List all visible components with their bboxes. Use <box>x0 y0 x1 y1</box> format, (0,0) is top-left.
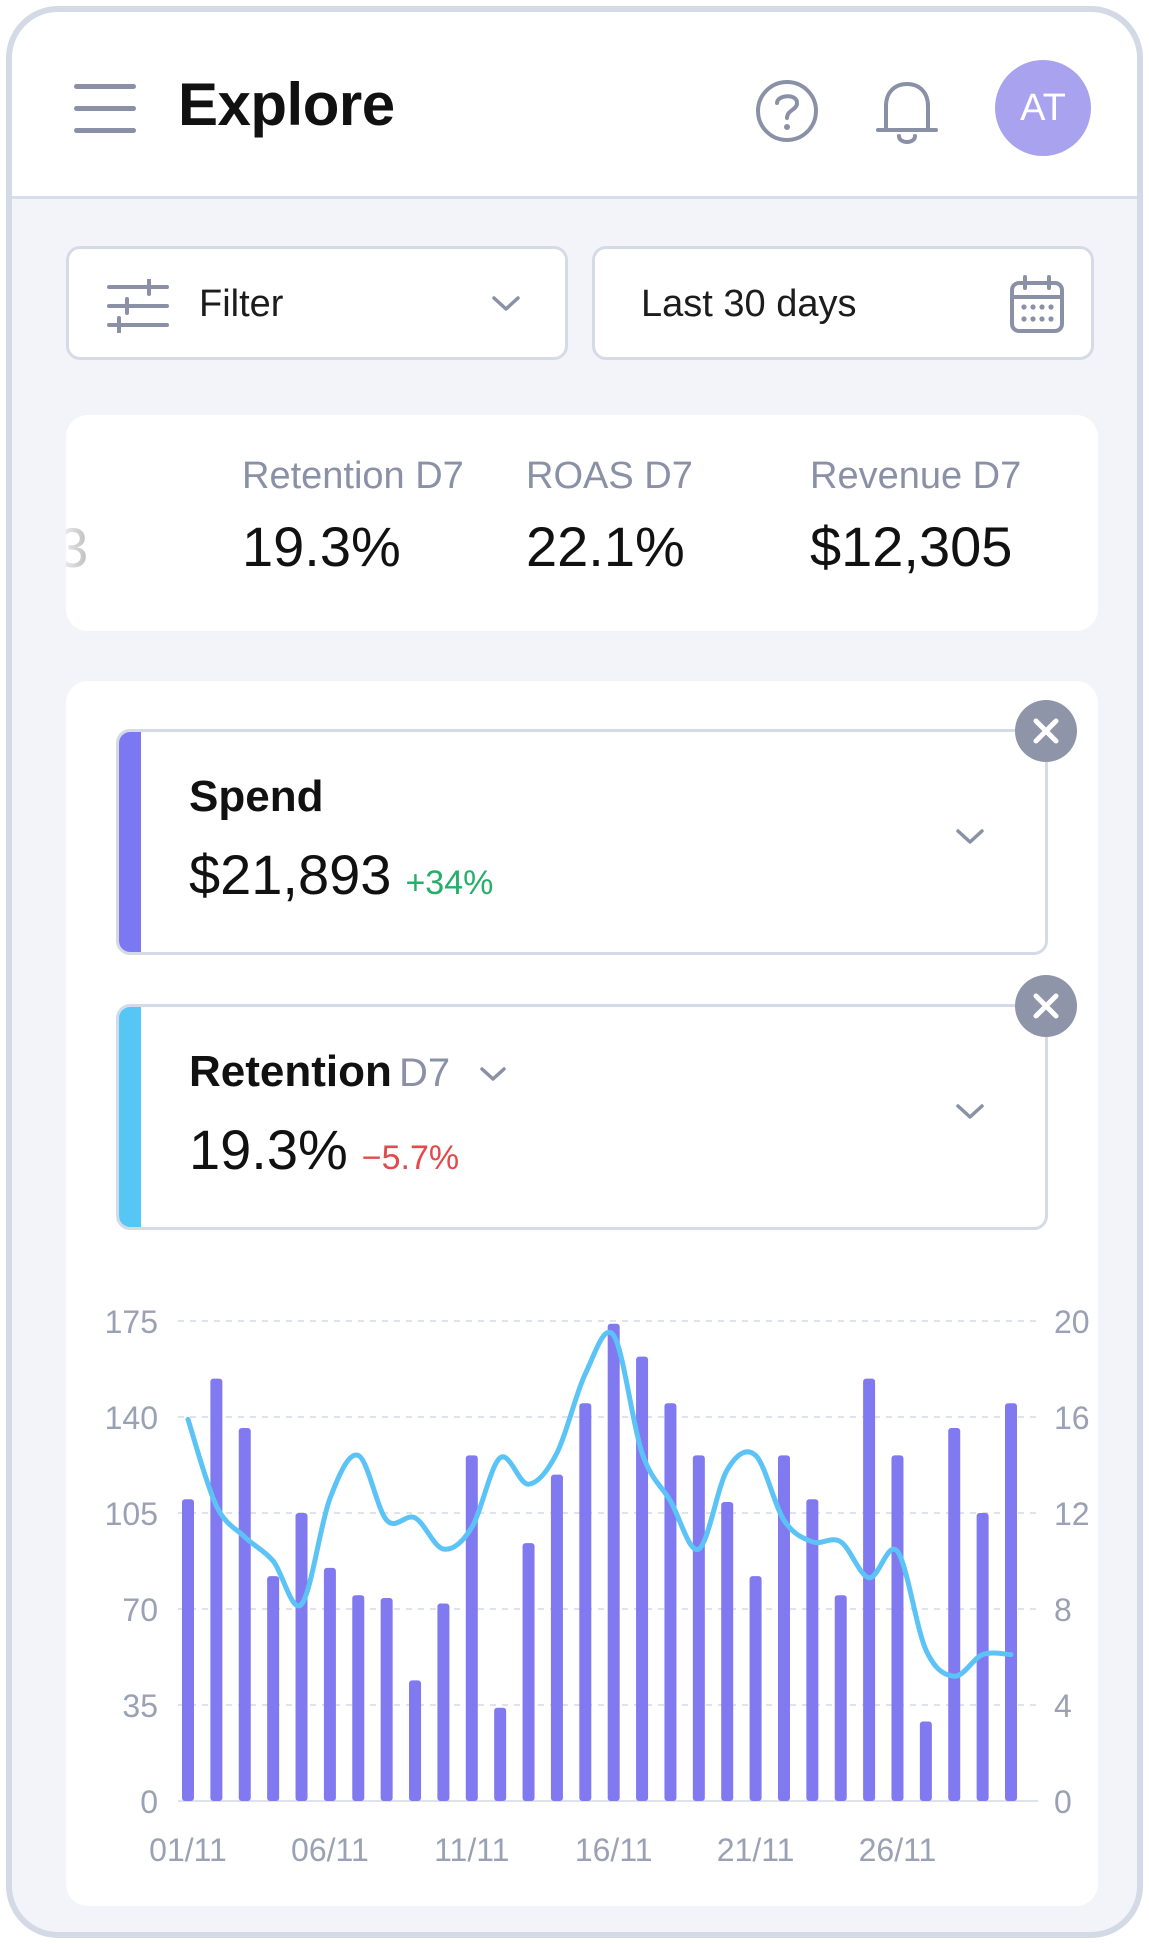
bar <box>522 1543 535 1801</box>
remove-spend-button[interactable] <box>1015 700 1077 762</box>
retention-metric-card[interactable]: Retention D7 19.3% −5.7% <box>116 1004 1048 1230</box>
y-left-tick-label: 105 <box>105 1496 158 1532</box>
top-bar: Explore AT <box>12 12 1137 199</box>
bar <box>550 1474 563 1801</box>
menu-icon[interactable] <box>74 84 136 134</box>
spend-retention-chart: 0 35 70 105 140 175 0 4 8 12 16 20 01/11 06/11 11/11 16… <box>105 1304 1090 1868</box>
remove-retention-button[interactable] <box>1015 975 1077 1037</box>
y-left-tick-label: 0 <box>140 1784 158 1820</box>
metric-card-value: $21,893 +34% <box>189 842 493 907</box>
chart-card: Spend $21,893 +34% Retention D7 19.3% −5.7… <box>66 681 1098 1906</box>
metric-card-change: +34% <box>405 864 494 902</box>
bar <box>749 1576 762 1801</box>
bar <box>494 1707 507 1801</box>
spend-metric-card[interactable]: Spend $21,893 +34% <box>116 729 1048 955</box>
x-tick-label: 21/11 <box>717 1832 795 1868</box>
bar <box>806 1499 819 1801</box>
bar <box>1005 1403 1017 1801</box>
x-tick-label: 11/11 <box>434 1832 509 1868</box>
page-title: Explore <box>178 71 395 138</box>
date-range-picker[interactable]: Last 30 days <box>592 246 1094 360</box>
summary-metric: Revenue D7 $12,305 <box>810 455 1021 579</box>
bar <box>948 1427 961 1801</box>
close-icon <box>1033 718 1059 744</box>
bar <box>721 1502 734 1801</box>
series-color-stripe <box>119 732 141 952</box>
bar <box>579 1403 592 1801</box>
date-range-label: Last 30 days <box>641 283 857 325</box>
metric-label: Retention D7 <box>242 455 464 497</box>
y-right-tick-label: 8 <box>1054 1592 1072 1628</box>
bar <box>323 1567 336 1801</box>
bar <box>465 1455 478 1801</box>
bar <box>409 1680 422 1801</box>
bar <box>210 1378 223 1801</box>
chevron-down-icon <box>480 1067 507 1082</box>
y-left-tick-label: 175 <box>105 1304 158 1340</box>
x-tick-label: 06/11 <box>291 1832 369 1868</box>
bar <box>267 1576 280 1801</box>
bar <box>664 1403 677 1801</box>
sliders-icon <box>107 279 169 333</box>
bar <box>863 1378 876 1801</box>
calendar-icon <box>1010 275 1064 333</box>
metric-card-value: 19.3% −5.7% <box>189 1117 459 1182</box>
retention-period-dropdown[interactable]: D7 <box>399 1051 507 1096</box>
bar <box>692 1455 705 1801</box>
bar <box>437 1603 450 1801</box>
metric-label: Revenue D7 <box>810 455 1022 497</box>
close-icon <box>1033 993 1059 1019</box>
bar <box>777 1455 790 1801</box>
series-color-stripe <box>119 1007 141 1227</box>
metric-card-title: Spend <box>189 772 324 821</box>
bar <box>380 1598 393 1801</box>
chevron-down-icon <box>492 296 520 311</box>
x-tick-label: 26/11 <box>859 1832 937 1868</box>
filter-label: Filter <box>199 283 284 325</box>
metric-card-change: −5.7% <box>361 1139 460 1177</box>
metric-value: 19.3% <box>242 515 401 578</box>
bell-icon[interactable] <box>874 76 940 148</box>
y-left-tick-label: 70 <box>122 1592 158 1628</box>
x-tick-label: 16/11 <box>575 1832 653 1868</box>
metric-card-title: Retention <box>189 1047 392 1096</box>
chevron-down-icon[interactable] <box>955 828 985 846</box>
bar <box>238 1427 251 1801</box>
bar <box>352 1595 365 1801</box>
help-icon[interactable] <box>754 78 820 144</box>
y-right-tick-label: 12 <box>1054 1496 1090 1532</box>
metric-card-amount: 19.3% <box>189 1118 348 1181</box>
y-right-tick-label: 0 <box>1054 1784 1072 1820</box>
summary-metric: ROAS D7 22.1% <box>526 455 693 579</box>
summary-metric: Retention D7 19.3% <box>242 455 464 579</box>
metric-value: 22.1% <box>526 515 685 578</box>
metric-card-amount: $21,893 <box>189 843 392 906</box>
y-right-tick-label: 20 <box>1054 1304 1090 1340</box>
bar <box>636 1356 649 1801</box>
y-right-tick-label: 16 <box>1054 1400 1090 1436</box>
metric-value: $12,305 <box>810 515 1013 578</box>
y-right-tick-label: 4 <box>1054 1688 1072 1724</box>
bar <box>182 1499 194 1801</box>
metric-label: ROAS D7 <box>526 455 693 497</box>
bar <box>834 1595 847 1801</box>
retention-line <box>185 1330 1014 1679</box>
x-tick-label: 01/11 <box>149 1832 227 1868</box>
y-left-tick-label: 35 <box>122 1688 158 1724</box>
retention-period-label: D7 <box>399 1051 451 1095</box>
filter-dropdown[interactable]: Filter <box>66 246 568 360</box>
bar <box>607 1323 620 1801</box>
bar <box>891 1455 904 1801</box>
summary-metrics-strip[interactable]: 63 Retention D7 19.3% ROAS D7 22.1% Reve… <box>66 415 1098 631</box>
bar <box>919 1721 932 1801</box>
user-avatar[interactable]: AT <box>995 60 1091 156</box>
scroll-fade <box>66 415 146 631</box>
app-frame: Explore AT Filter Last 30 days <box>6 6 1143 1938</box>
chevron-down-icon[interactable] <box>955 1103 985 1121</box>
bar <box>295 1513 308 1801</box>
y-left-tick-label: 140 <box>105 1400 158 1436</box>
